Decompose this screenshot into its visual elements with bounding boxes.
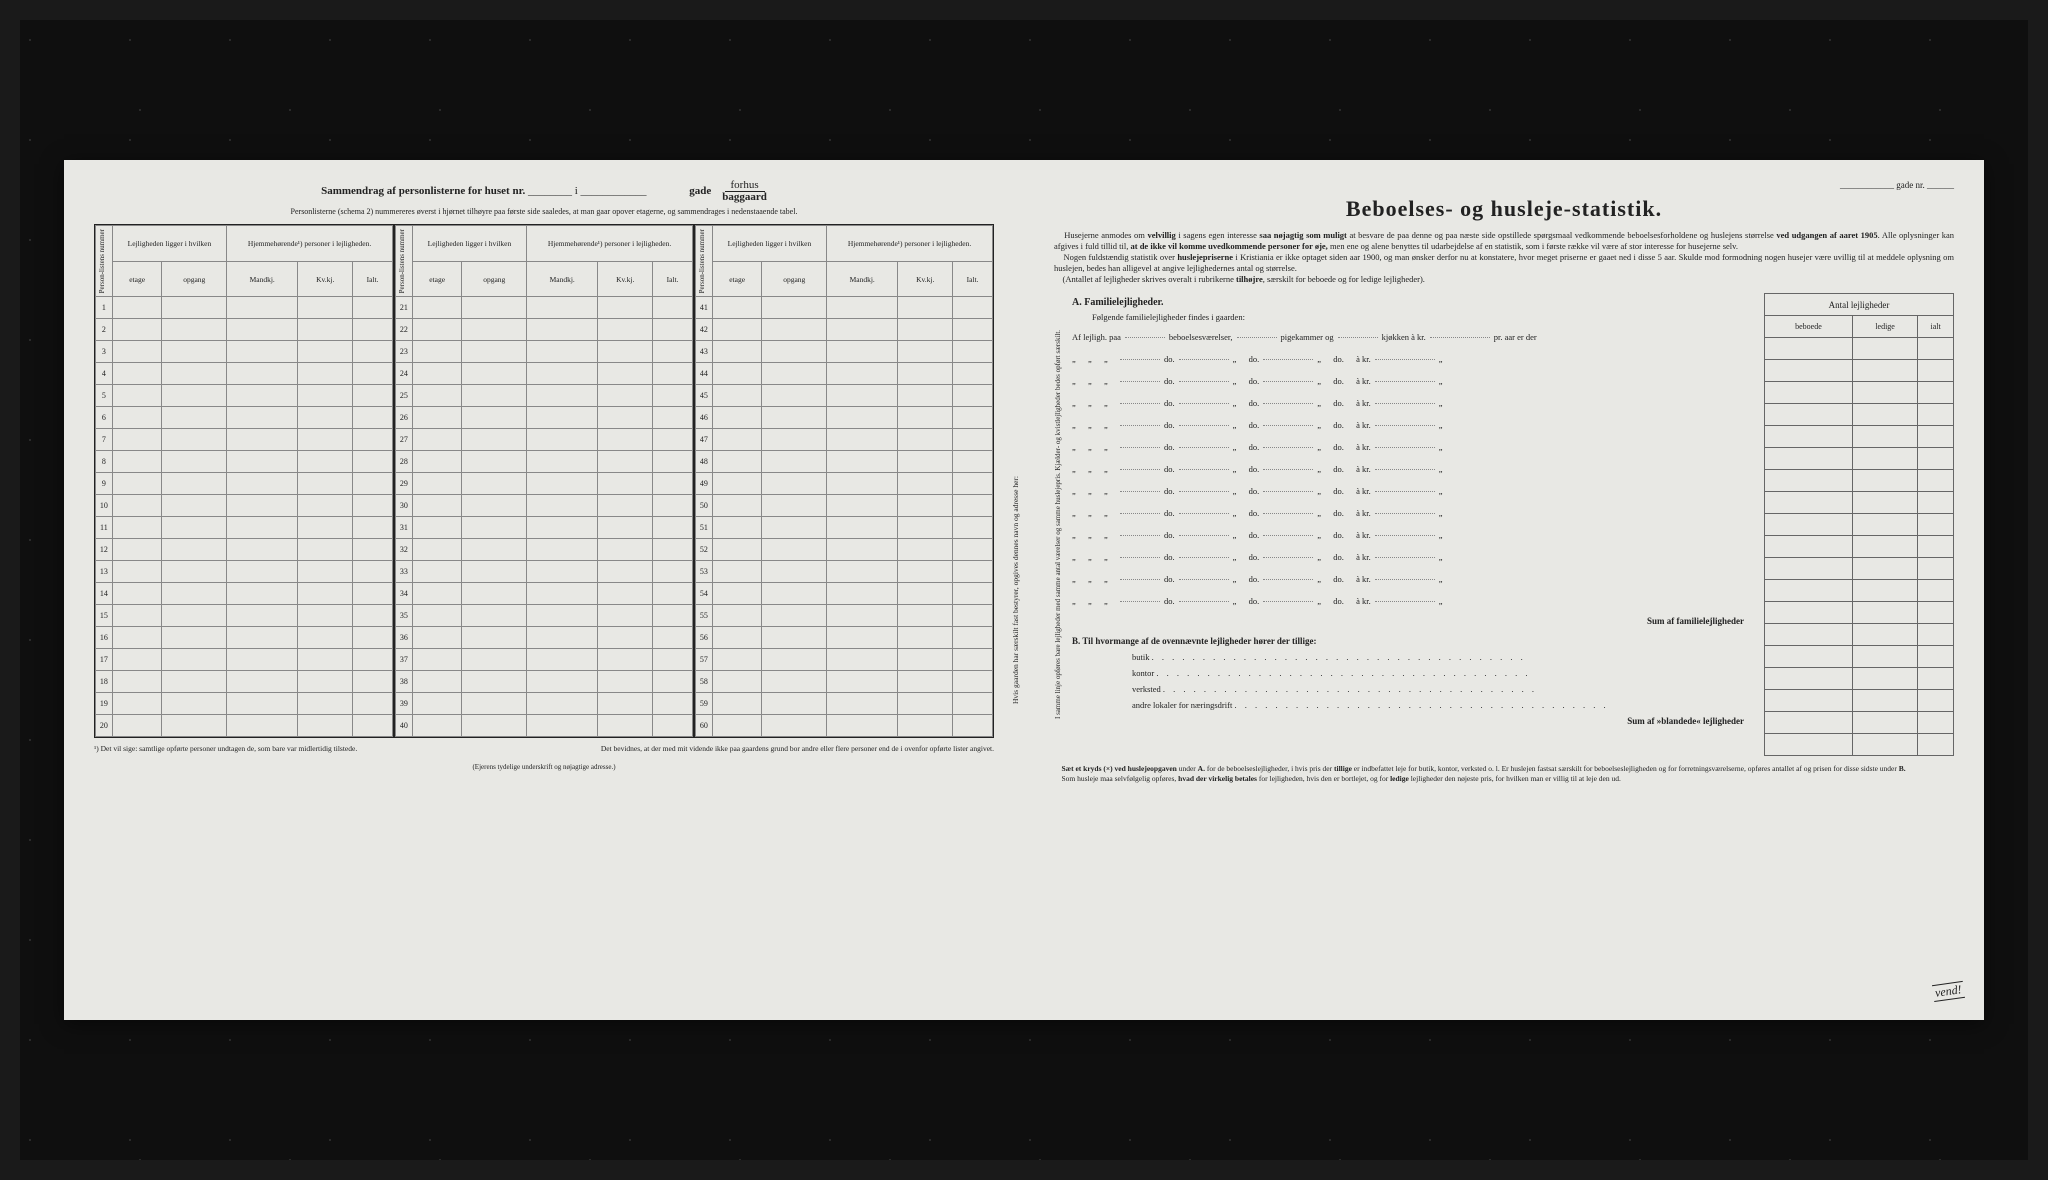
header-i: i bbox=[575, 185, 578, 197]
b-item: verksted . . . . . . . . . . . . . . . .… bbox=[1132, 684, 1754, 694]
family-rows: Af lejligh. paabeboelsesværelser,pigekam… bbox=[1072, 326, 1754, 612]
right-page: ____________ gade nr. ______ Beboelses- … bbox=[1024, 160, 1984, 1020]
antal-table: Antal lejlighederbeboedeledigeialt bbox=[1764, 293, 1954, 756]
table-block-3: Person-listens nummerLejligheden ligger … bbox=[694, 224, 994, 738]
summary-table: Person-listens nummerLejligheden ligger … bbox=[94, 224, 994, 738]
b-item: kontor . . . . . . . . . . . . . . . . .… bbox=[1132, 668, 1754, 678]
section-b-head: B. Til hvormange af de ovennævnte lejlig… bbox=[1072, 636, 1317, 646]
footnote-3: (Ejerens tydelige underskrift og nøjagti… bbox=[94, 763, 994, 771]
fam-row: „„„do.„do.„do. à kr.„ bbox=[1072, 414, 1754, 436]
fam-row: „„„do.„do.„do. à kr.„ bbox=[1072, 370, 1754, 392]
fam-row: „„„do.„do.„do. à kr.„ bbox=[1072, 392, 1754, 414]
table-block-2: Person-listens nummerLejligheden ligger … bbox=[394, 224, 694, 738]
right-title: Beboelses- og husleje-statistik. bbox=[1054, 196, 1954, 222]
fam-row: „„„do.„do.„do. à kr.„ bbox=[1072, 348, 1754, 370]
fam-row: „„„do.„do.„do. à kr.„ bbox=[1072, 480, 1754, 502]
right-main: I samme linje opføres bare lejligheder m… bbox=[1054, 293, 1954, 756]
fam-row: „„„do.„do.„do. à kr.„ bbox=[1072, 436, 1754, 458]
document-paper: Sammendrag af personlisterne for huset n… bbox=[64, 160, 1984, 1020]
right-topline: ____________ gade nr. ______ bbox=[1054, 180, 1954, 190]
header-baggaard: baggaard bbox=[722, 191, 767, 203]
b-item: andre lokaler for næringsdrift . . . . .… bbox=[1132, 700, 1754, 710]
right-sidenote: I samme linje opføres bare lejligheder m… bbox=[1054, 293, 1062, 756]
left-title: Sammendrag af personlisterne for huset n… bbox=[321, 185, 525, 197]
fam-row: „„„do.„do.„do. à kr.„ bbox=[1072, 502, 1754, 524]
left-page: Sammendrag af personlisterne for huset n… bbox=[64, 160, 1024, 1020]
scan-background: Sammendrag af personlisterne for huset n… bbox=[20, 20, 2028, 1160]
sum-a: Sum af familielejligheder bbox=[1072, 616, 1754, 626]
fam-row: Af lejligh. paabeboelsesværelser,pigekam… bbox=[1072, 326, 1754, 348]
section-b: B. Til hvormange af de ovennævnte lejlig… bbox=[1072, 636, 1754, 710]
fam-row: „„„do.„do.„do. à kr.„ bbox=[1072, 590, 1754, 612]
section-a-head: A. Familielejligheder. bbox=[1072, 297, 1754, 308]
left-subtitle: Personlisterne (schema 2) nummereres øve… bbox=[94, 207, 994, 216]
footnote-2: Det bevidnes, at der med mit vidende ikk… bbox=[601, 744, 994, 753]
header-gade: gade bbox=[689, 185, 711, 197]
fam-row: „„„do.„do.„do. à kr.„ bbox=[1072, 458, 1754, 480]
fam-row: „„„do.„do.„do. à kr.„ bbox=[1072, 568, 1754, 590]
left-footnotes: ¹) Det vil sige: samtlige opførte person… bbox=[94, 744, 994, 753]
fam-row: „„„do.„do.„do. à kr.„ bbox=[1072, 524, 1754, 546]
section-content: A. Familielejligheder. Følgende familiel… bbox=[1072, 293, 1754, 756]
left-sidenote: Hvis gaarden har særskilt fast bestyrer,… bbox=[1011, 476, 1020, 704]
right-footnote: Sæt et kryds (×) ved huslejeopgaven unde… bbox=[1054, 764, 1954, 784]
section-a-sub: Følgende familielejligheder findes i gaa… bbox=[1072, 312, 1754, 322]
sum-b: Sum af »blandede« lejligheder bbox=[1072, 716, 1754, 726]
fam-row: „„„do.„do.„do. à kr.„ bbox=[1072, 546, 1754, 568]
b-item: butik . . . . . . . . . . . . . . . . . … bbox=[1132, 652, 1754, 662]
table-block-1: Person-listens nummerLejligheden ligger … bbox=[94, 224, 394, 738]
left-header: Sammendrag af personlisterne for huset n… bbox=[94, 180, 994, 203]
intro-para-1: Husejerne anmodes om velvillig i sagens … bbox=[1054, 230, 1954, 285]
footnote-1: ¹) Det vil sige: samtlige opførte person… bbox=[94, 744, 357, 753]
vend-label: vend! bbox=[1932, 981, 1965, 1002]
